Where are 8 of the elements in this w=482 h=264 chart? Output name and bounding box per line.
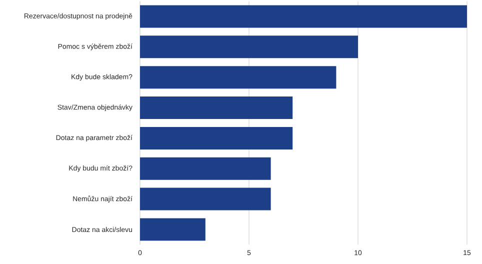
bar <box>140 126 293 150</box>
bar <box>140 157 271 180</box>
bar <box>140 188 271 210</box>
bar <box>140 218 206 241</box>
bar <box>140 36 358 58</box>
bar <box>140 5 467 28</box>
bar <box>140 66 336 89</box>
bar <box>140 96 293 120</box>
